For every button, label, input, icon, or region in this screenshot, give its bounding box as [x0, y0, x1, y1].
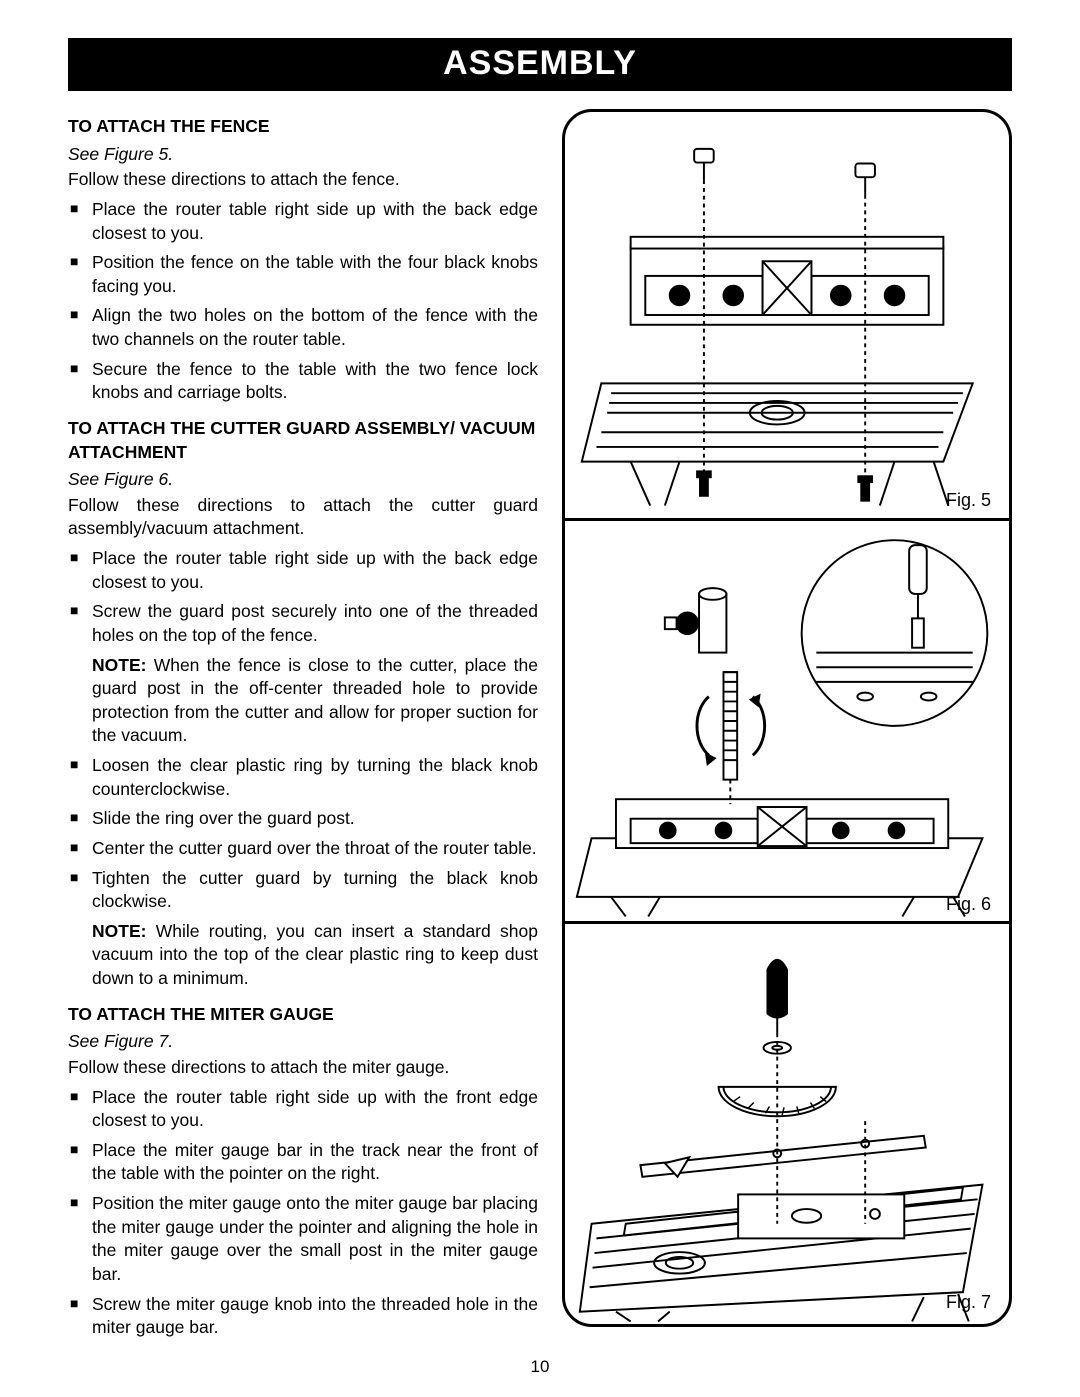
list-item: Loosen the clear plastic ring by turning… — [68, 754, 538, 801]
bullets-2a: Place the router table right side up wit… — [68, 547, 538, 648]
figure-box: Fig. 5 Fig. 6 Fig. 7 — [562, 109, 1012, 1327]
list-item: Place the miter gauge bar in the track n… — [68, 1139, 538, 1186]
content-columns: TO ATTACH THE FENCE See Figure 5. Follow… — [68, 109, 1012, 1346]
note-text: While routing, you can insert a standard… — [92, 921, 538, 988]
list-item: Screw the guard post securely into one o… — [68, 600, 538, 647]
figure-6-panel — [565, 521, 1009, 921]
see-figure-7: See Figure 7. — [68, 1030, 538, 1054]
heading-cutter-guard: TO ATTACH THE CUTTER GUARD ASSEMBLY/ VAC… — [68, 417, 538, 464]
figure-7-panel — [565, 924, 1009, 1327]
list-item: Slide the ring over the guard post. — [68, 807, 538, 831]
note-label: NOTE: — [92, 655, 146, 675]
note-1: NOTE: When the fence is close to the cut… — [68, 654, 538, 749]
page-number: 10 — [0, 1357, 1080, 1377]
note-2: NOTE: While routing, you can insert a st… — [68, 920, 538, 991]
list-item: Position the fence on the table with the… — [68, 251, 538, 298]
list-item: Align the two holes on the bottom of the… — [68, 304, 538, 351]
list-item: Screw the miter gauge knob into the thre… — [68, 1293, 538, 1340]
figure-6-illustration — [572, 521, 1002, 921]
list-item: Place the router table right side up wit… — [68, 547, 538, 594]
intro-1: Follow these directions to attach the fe… — [68, 168, 538, 192]
figure-column: Fig. 5 Fig. 6 Fig. 7 — [562, 109, 1012, 1346]
see-figure-6: See Figure 6. — [68, 468, 538, 492]
intro-3: Follow these directions to attach the mi… — [68, 1056, 538, 1080]
list-item: Secure the fence to the table with the t… — [68, 358, 538, 405]
heading-miter-gauge: TO ATTACH THE MITER GAUGE — [68, 1003, 538, 1027]
list-item: Place the router table right side up wit… — [68, 1086, 538, 1133]
figure-5-label: Fig. 5 — [946, 490, 991, 511]
see-figure-5: See Figure 5. — [68, 143, 538, 167]
bullets-2b: Loosen the clear plastic ring by turning… — [68, 754, 538, 914]
intro-2: Follow these directions to attach the cu… — [68, 494, 538, 541]
figure-5-illustration — [572, 115, 1002, 515]
figure-6-label: Fig. 6 — [946, 894, 991, 915]
heading-attach-fence: TO ATTACH THE FENCE — [68, 115, 538, 139]
list-item: Position the miter gauge onto the miter … — [68, 1192, 538, 1287]
bullets-1: Place the router table right side up wit… — [68, 198, 538, 405]
figure-7-illustration — [572, 926, 1002, 1326]
note-text: When the fence is close to the cutter, p… — [92, 655, 538, 746]
note-label: NOTE: — [92, 921, 146, 941]
figure-7-label: Fig. 7 — [946, 1292, 991, 1313]
list-item: Center the cutter guard over the throat … — [68, 837, 538, 861]
text-column: TO ATTACH THE FENCE See Figure 5. Follow… — [68, 109, 538, 1346]
list-item: Place the router table right side up wit… — [68, 198, 538, 245]
section-banner: ASSEMBLY — [68, 38, 1012, 91]
bullets-3: Place the router table right side up wit… — [68, 1086, 538, 1340]
list-item: Tighten the cutter guard by turning the … — [68, 867, 538, 914]
figure-5-panel — [565, 112, 1009, 518]
